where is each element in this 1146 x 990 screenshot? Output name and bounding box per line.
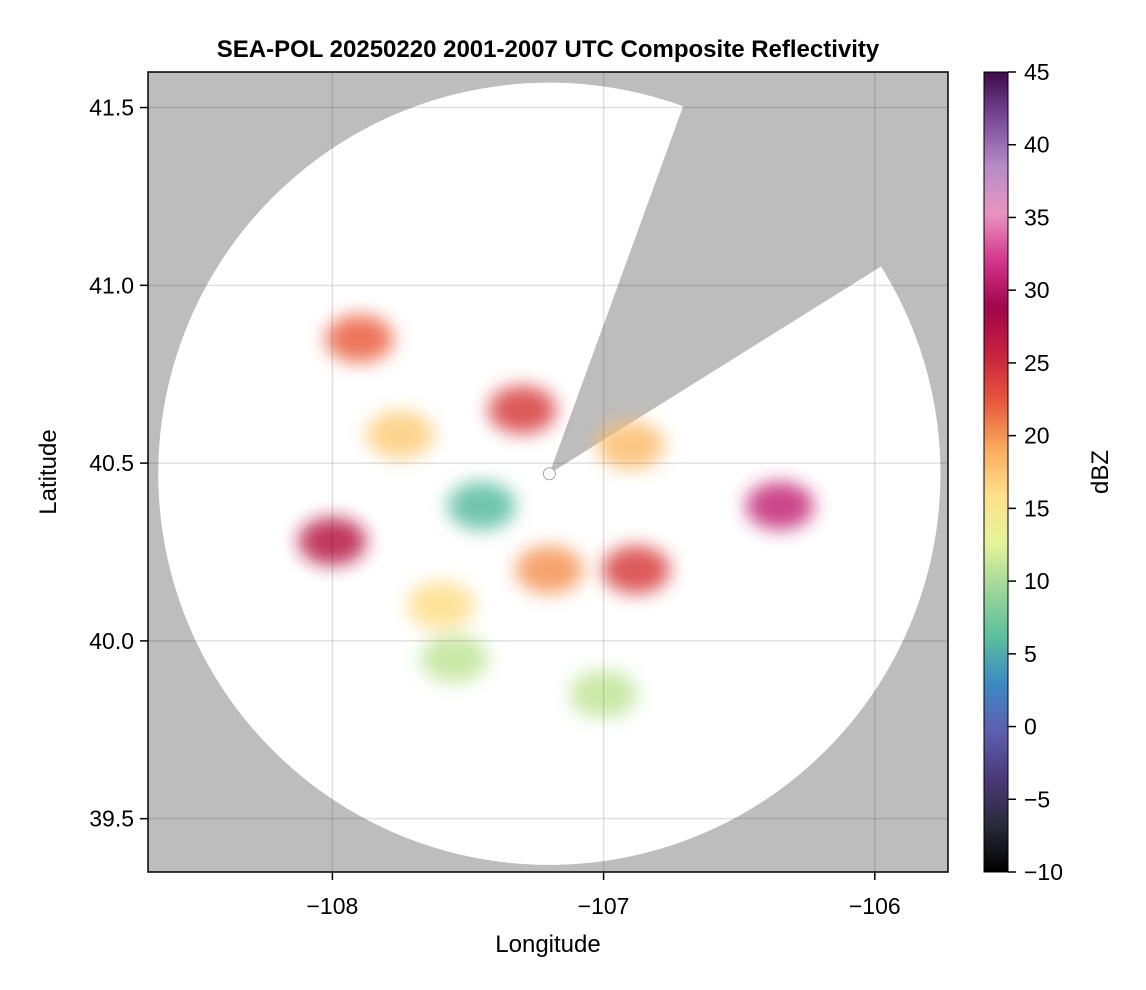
x-tick-label: −106 — [849, 893, 901, 919]
colorbar-tick-label: 40 — [1024, 132, 1050, 158]
colorbar-bar — [983, 71, 1009, 873]
colorbar-tick-label: 35 — [1024, 204, 1050, 230]
colorbar-tick-label: 30 — [1024, 277, 1050, 303]
echo-region — [488, 385, 557, 434]
y-tick-label: 40.0 — [89, 628, 134, 654]
echo-region — [366, 410, 435, 459]
colorbar-tick-label: −5 — [1024, 786, 1050, 812]
radar-site-marker — [542, 467, 556, 481]
colorbar-tick-label: 20 — [1024, 423, 1050, 449]
radar-coverage — [158, 82, 941, 865]
plot-area — [148, 72, 948, 872]
colorbar-ticks: −10 −5 0 5 10 15 20 25 30 35 40 45 — [1008, 59, 1063, 885]
echo-layer — [298, 314, 814, 719]
echo-region — [602, 545, 671, 594]
colorbar-tick-label: 10 — [1024, 568, 1050, 594]
x-tick-label: −108 — [307, 893, 359, 919]
colorbar-label: dBZ — [1087, 450, 1114, 494]
colorbar-tick-label: −10 — [1024, 859, 1063, 885]
colorbar-tick-label: 25 — [1024, 350, 1050, 376]
echo-region — [406, 581, 475, 630]
plot-frame — [147, 71, 949, 873]
echo-region — [325, 314, 394, 363]
colorbar-tick-label: 15 — [1024, 495, 1050, 521]
y-tick-label: 41.5 — [89, 95, 134, 121]
echo-region — [569, 670, 638, 719]
y-tick-label: 41.0 — [89, 272, 134, 298]
y-axis: 39.5 40.0 40.5 41.0 41.5 — [89, 95, 148, 832]
colorbar-tick-label: 45 — [1024, 59, 1050, 85]
x-axis: −108 −107 −106 — [307, 872, 901, 919]
y-tick-label: 39.5 — [89, 806, 134, 832]
echo-region — [596, 421, 665, 470]
echo-region — [420, 634, 489, 683]
colorbar: −10 −5 0 5 10 15 20 25 30 35 40 45 dBZ — [983, 59, 1114, 885]
x-axis-label: Longitude — [495, 931, 600, 958]
y-axis-label: Latitude — [35, 429, 62, 514]
y-tick-label: 40.5 — [89, 450, 134, 476]
grid-lines — [148, 72, 948, 872]
echo-region — [515, 545, 584, 594]
echo-region — [447, 481, 516, 530]
echo-region — [745, 481, 814, 530]
colorbar-tick-label: 5 — [1024, 641, 1037, 667]
colorbar-tick-label: 0 — [1024, 714, 1037, 740]
chart-title: SEA-POL 20250220 2001-2007 UTC Composite… — [217, 36, 880, 63]
echo-region — [298, 517, 367, 566]
x-tick-label: −107 — [578, 893, 630, 919]
